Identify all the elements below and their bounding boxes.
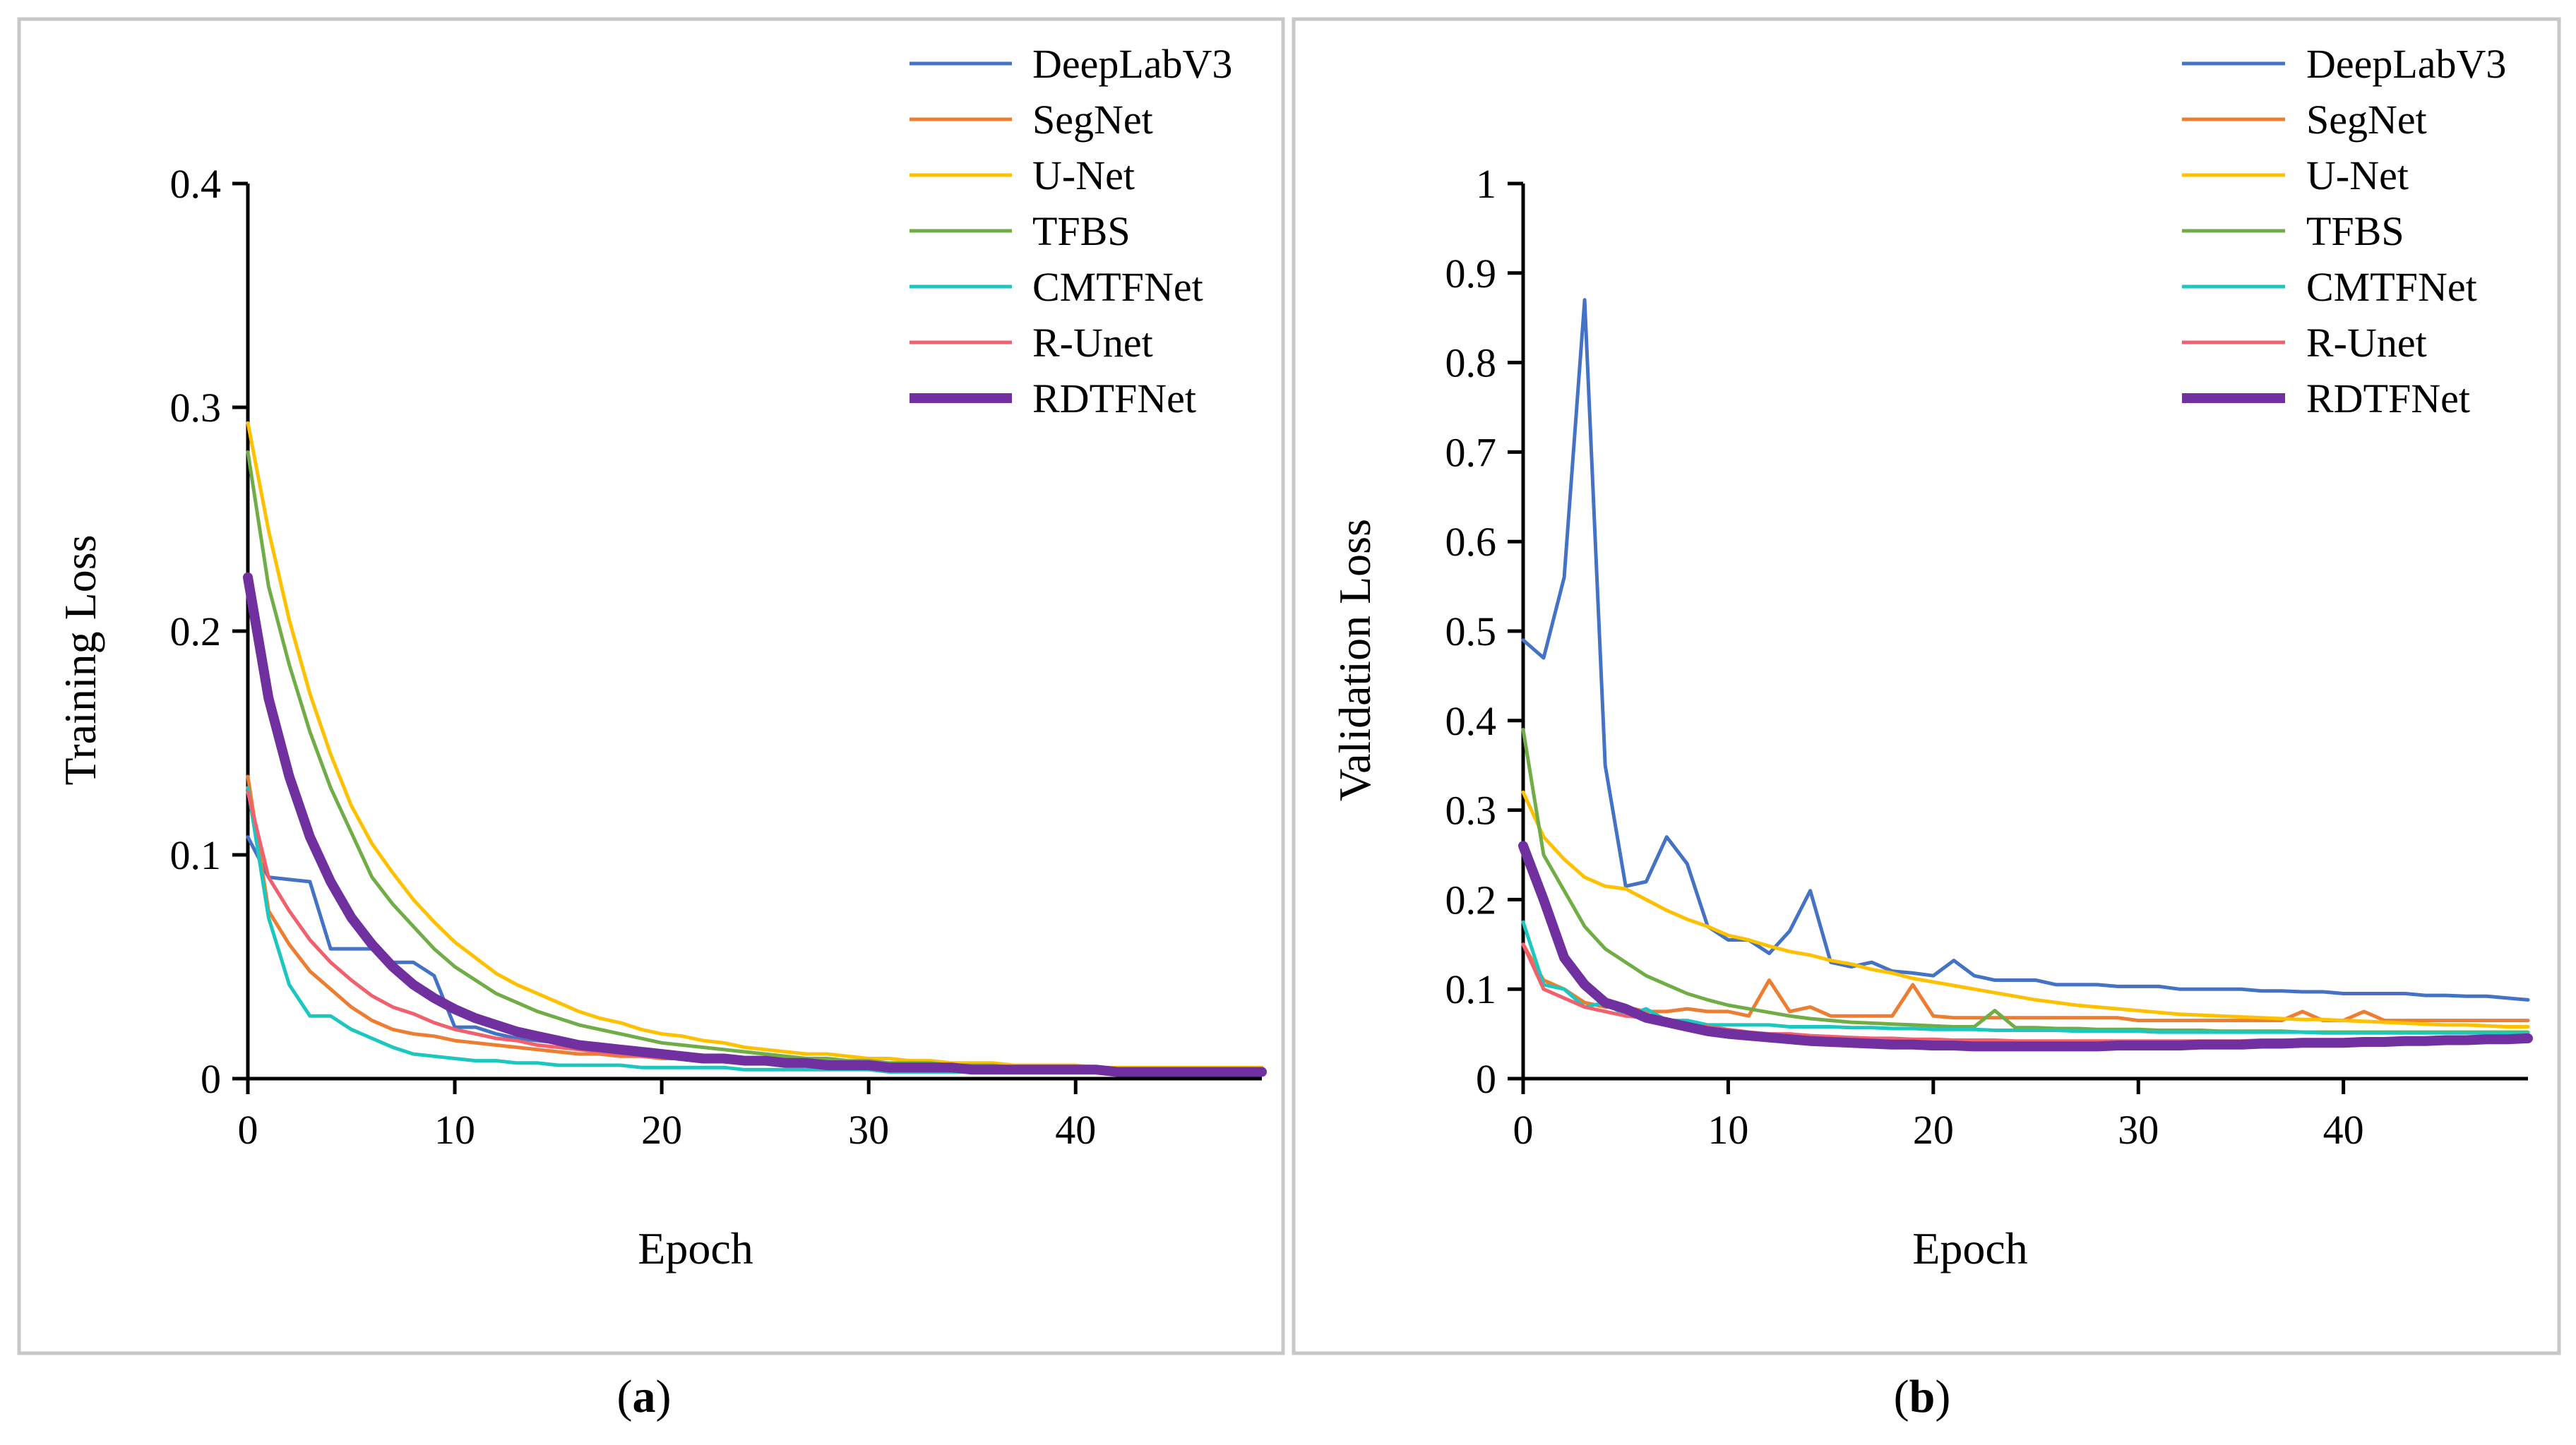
x-tick-label: 0 xyxy=(238,1107,258,1153)
legend-label-cmtfnet: CMTFNet xyxy=(1032,264,1203,310)
legend-label-r-unet: R-Unet xyxy=(2306,320,2427,366)
y-axis-title: Validation Loss xyxy=(1330,519,1380,801)
y-tick-label: 1 xyxy=(1476,161,1496,207)
legend-label-rdtfnet: RDTFNet xyxy=(2306,376,2470,421)
panel-frame xyxy=(1292,17,2561,1355)
y-tick-label: 0.1 xyxy=(1445,966,1497,1012)
y-tick-label: 0.9 xyxy=(1445,251,1497,296)
y-tick-label: 0 xyxy=(1476,1056,1496,1102)
legend-label-u-net: U-Net xyxy=(2306,152,2409,198)
series-line-cmtfnet xyxy=(1521,920,2530,1035)
x-tick-label: 20 xyxy=(1913,1107,1954,1153)
legend-label-segnet: SegNet xyxy=(1032,97,1153,143)
series-line-deeplabv3 xyxy=(246,835,1264,1074)
y-tick-label: 0.2 xyxy=(170,608,222,654)
y-tick-label: 0.8 xyxy=(1445,340,1497,386)
panel-caption: (a) xyxy=(617,1371,672,1422)
panel-b: 00.10.20.30.40.50.60.70.80.910 10 20 30 40De… xyxy=(1292,17,2561,1422)
panel-caption-letter: b xyxy=(1909,1371,1936,1422)
x-tick-label: 10 xyxy=(1707,1107,1748,1153)
legend-label-deeplabv3: DeepLabV3 xyxy=(1032,41,1232,87)
y-tick-label: 0.3 xyxy=(1445,788,1497,834)
y-tick-label: 0.3 xyxy=(170,385,222,431)
legend-label-segnet: SegNet xyxy=(2306,97,2427,143)
x-tick-label: 40 xyxy=(2323,1107,2364,1153)
legend-label-rdtfnet: RDTFNet xyxy=(1032,376,1196,421)
panel-caption-letter: a xyxy=(633,1371,656,1422)
x-tick-label: 0 xyxy=(1513,1107,1534,1153)
series-line-tfbs xyxy=(1521,728,2530,1034)
y-tick-label: 0.6 xyxy=(1445,519,1497,565)
y-tick-label: 0.5 xyxy=(1445,608,1497,654)
series-line-rdtfnet xyxy=(1518,841,2533,1052)
series-line-rdtfnet xyxy=(243,572,1267,1077)
series-line-deeplabv3 xyxy=(1521,298,2530,1002)
legend-label-tfbs: TFBS xyxy=(2306,208,2404,254)
series-line-u-net xyxy=(1521,790,2530,1029)
x-tick-label: 10 xyxy=(434,1107,475,1153)
panel-a: 0 0.1 0.2 0.3 0.4 0 10 20 30 40 DeepLabV3 SegNet U-N… xyxy=(17,17,1285,1422)
series-line-segnet xyxy=(246,774,1264,1072)
y-tick-label: 0.2 xyxy=(1445,877,1497,923)
x-tick-label: 30 xyxy=(848,1107,889,1153)
panel-frame xyxy=(17,17,1285,1355)
y-tick-label: 0.7 xyxy=(1445,429,1497,475)
legend-label-deeplabv3: DeepLabV3 xyxy=(2306,41,2506,87)
y-tick-label: 0.4 xyxy=(1445,698,1497,744)
series-line-segnet xyxy=(1521,942,2530,1023)
legend-label-u-net: U-Net xyxy=(1032,152,1135,198)
x-axis-title: Epoch xyxy=(638,1223,753,1273)
legend-label-r-unet: R-Unet xyxy=(1032,320,1153,366)
x-tick-label: 20 xyxy=(641,1107,682,1153)
x-axis-title: Epoch xyxy=(1912,1223,2028,1273)
x-tick-label: 30 xyxy=(2118,1107,2159,1153)
legend-label-tfbs: TFBS xyxy=(1032,208,1131,254)
y-axis-title: Training Loss xyxy=(55,534,105,785)
series-line-r-unet xyxy=(246,790,1264,1072)
panel-caption: (b) xyxy=(1894,1371,1951,1422)
y-tick-label: 0.4 xyxy=(170,161,222,207)
legend-label-cmtfnet: CMTFNet xyxy=(2306,264,2477,310)
y-tick-label: 0 xyxy=(201,1056,221,1102)
y-tick-label: 0.1 xyxy=(170,832,222,878)
x-tick-label: 40 xyxy=(1055,1107,1096,1153)
